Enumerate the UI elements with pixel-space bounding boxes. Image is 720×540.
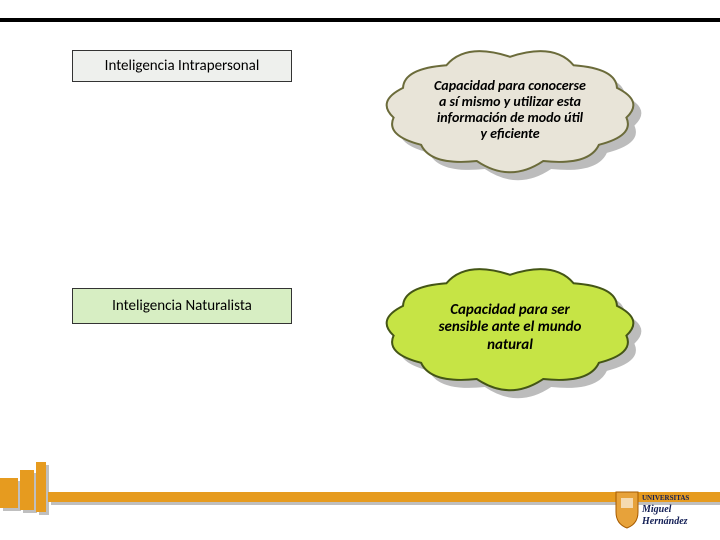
university-logo-svg: UNIVERSITAS MiguelHernández xyxy=(612,488,702,530)
svg-text:Miguel: Miguel xyxy=(641,504,672,515)
footer-decoration xyxy=(0,0,720,540)
svg-text:UNIVERSITAS: UNIVERSITAS xyxy=(642,494,689,502)
svg-text:Hernández: Hernández xyxy=(641,516,688,527)
university-logo: UNIVERSITAS MiguelHernández xyxy=(612,488,702,530)
